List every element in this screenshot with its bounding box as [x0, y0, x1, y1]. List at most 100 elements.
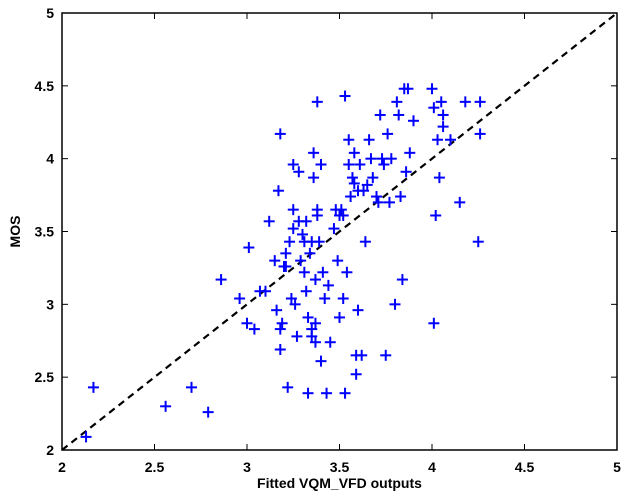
data-point — [396, 274, 408, 286]
data-point — [302, 387, 314, 399]
data-point — [343, 158, 355, 170]
data-point — [339, 387, 351, 399]
data-point — [393, 109, 405, 121]
data-point — [160, 400, 172, 412]
data-point — [276, 317, 288, 329]
data-point — [87, 381, 99, 393]
data-point — [358, 185, 370, 197]
data-point — [234, 293, 246, 305]
data-point — [269, 255, 281, 267]
data-point — [374, 109, 386, 121]
data-point — [311, 209, 323, 221]
data-point — [352, 304, 364, 316]
data-point — [382, 128, 394, 140]
data-point — [319, 293, 331, 305]
data-point — [260, 285, 271, 297]
data-point — [383, 196, 395, 208]
data-point — [315, 158, 327, 170]
x-axis-label: Fitted VQM_VFD outputs — [257, 475, 422, 491]
plot-area — [61, 12, 618, 451]
data-point — [315, 355, 327, 367]
y-axis-label: MOS — [7, 216, 23, 248]
data-point — [300, 285, 312, 297]
data-point — [454, 196, 466, 208]
data-point — [428, 102, 440, 114]
data-point — [426, 83, 438, 95]
data-point — [385, 153, 397, 165]
data-point — [287, 204, 299, 216]
data-point — [271, 304, 283, 316]
data-point — [445, 134, 456, 146]
data-point — [321, 387, 333, 399]
data-point — [248, 323, 260, 335]
data-point — [308, 147, 320, 159]
data-point — [433, 172, 445, 184]
data-point — [391, 96, 403, 108]
data-point — [348, 177, 360, 189]
data-point — [474, 96, 486, 108]
data-point — [300, 215, 312, 227]
x-tick-label: 4.5 — [515, 459, 535, 475]
data-point — [365, 153, 377, 165]
y-tick-label: 2.5 — [35, 369, 55, 385]
data-point — [309, 274, 321, 286]
data-point — [346, 172, 358, 184]
data-point — [372, 196, 384, 208]
data-point — [291, 330, 303, 342]
x-tick-label: 3 — [243, 459, 251, 475]
data-point — [293, 166, 305, 178]
data-point — [284, 236, 296, 248]
data-point — [306, 330, 318, 342]
data-point — [274, 128, 286, 140]
data-point — [459, 96, 471, 108]
x-tick-label: 2 — [58, 459, 66, 475]
data-point — [80, 431, 92, 443]
data-point — [350, 368, 362, 380]
data-point — [324, 336, 336, 348]
data-point — [297, 228, 308, 240]
data-point — [432, 134, 444, 146]
data-point — [241, 317, 253, 329]
data-point — [376, 153, 388, 165]
data-point — [304, 247, 316, 259]
x-tick-label: 2.5 — [145, 459, 165, 475]
data-point — [274, 323, 286, 335]
data-point — [389, 298, 401, 310]
data-point — [402, 83, 414, 95]
data-point — [202, 406, 214, 418]
y-tick-label: 5 — [46, 5, 54, 21]
y-tick-label: 3.5 — [35, 224, 55, 240]
data-point — [317, 266, 329, 278]
data-point — [474, 128, 486, 140]
data-point — [309, 317, 321, 329]
data-point — [378, 158, 390, 170]
data-point — [437, 121, 449, 133]
data-point — [332, 255, 344, 267]
data-point — [371, 191, 382, 203]
identity-reference-line — [61, 12, 618, 451]
data-point — [337, 209, 349, 221]
y-tick-label: 3 — [46, 296, 54, 312]
data-point — [285, 293, 297, 305]
data-point — [243, 242, 255, 254]
data-point — [435, 96, 447, 108]
x-tick-label: 4 — [428, 459, 436, 475]
data-point — [428, 317, 440, 329]
data-point — [280, 247, 292, 259]
data-point — [472, 236, 484, 248]
data-point — [328, 223, 340, 235]
data-point — [363, 134, 375, 146]
data-point — [400, 166, 412, 178]
data-point — [186, 381, 197, 393]
data-point — [337, 293, 349, 305]
data-point — [280, 260, 292, 272]
data-point — [308, 172, 320, 184]
data-point — [404, 147, 416, 159]
data-point — [348, 147, 360, 159]
y-tick-label: 4.5 — [35, 78, 55, 94]
data-point — [354, 158, 366, 170]
data-point — [287, 223, 299, 235]
data-point — [380, 349, 392, 361]
data-point — [313, 236, 325, 248]
data-point — [287, 158, 299, 170]
